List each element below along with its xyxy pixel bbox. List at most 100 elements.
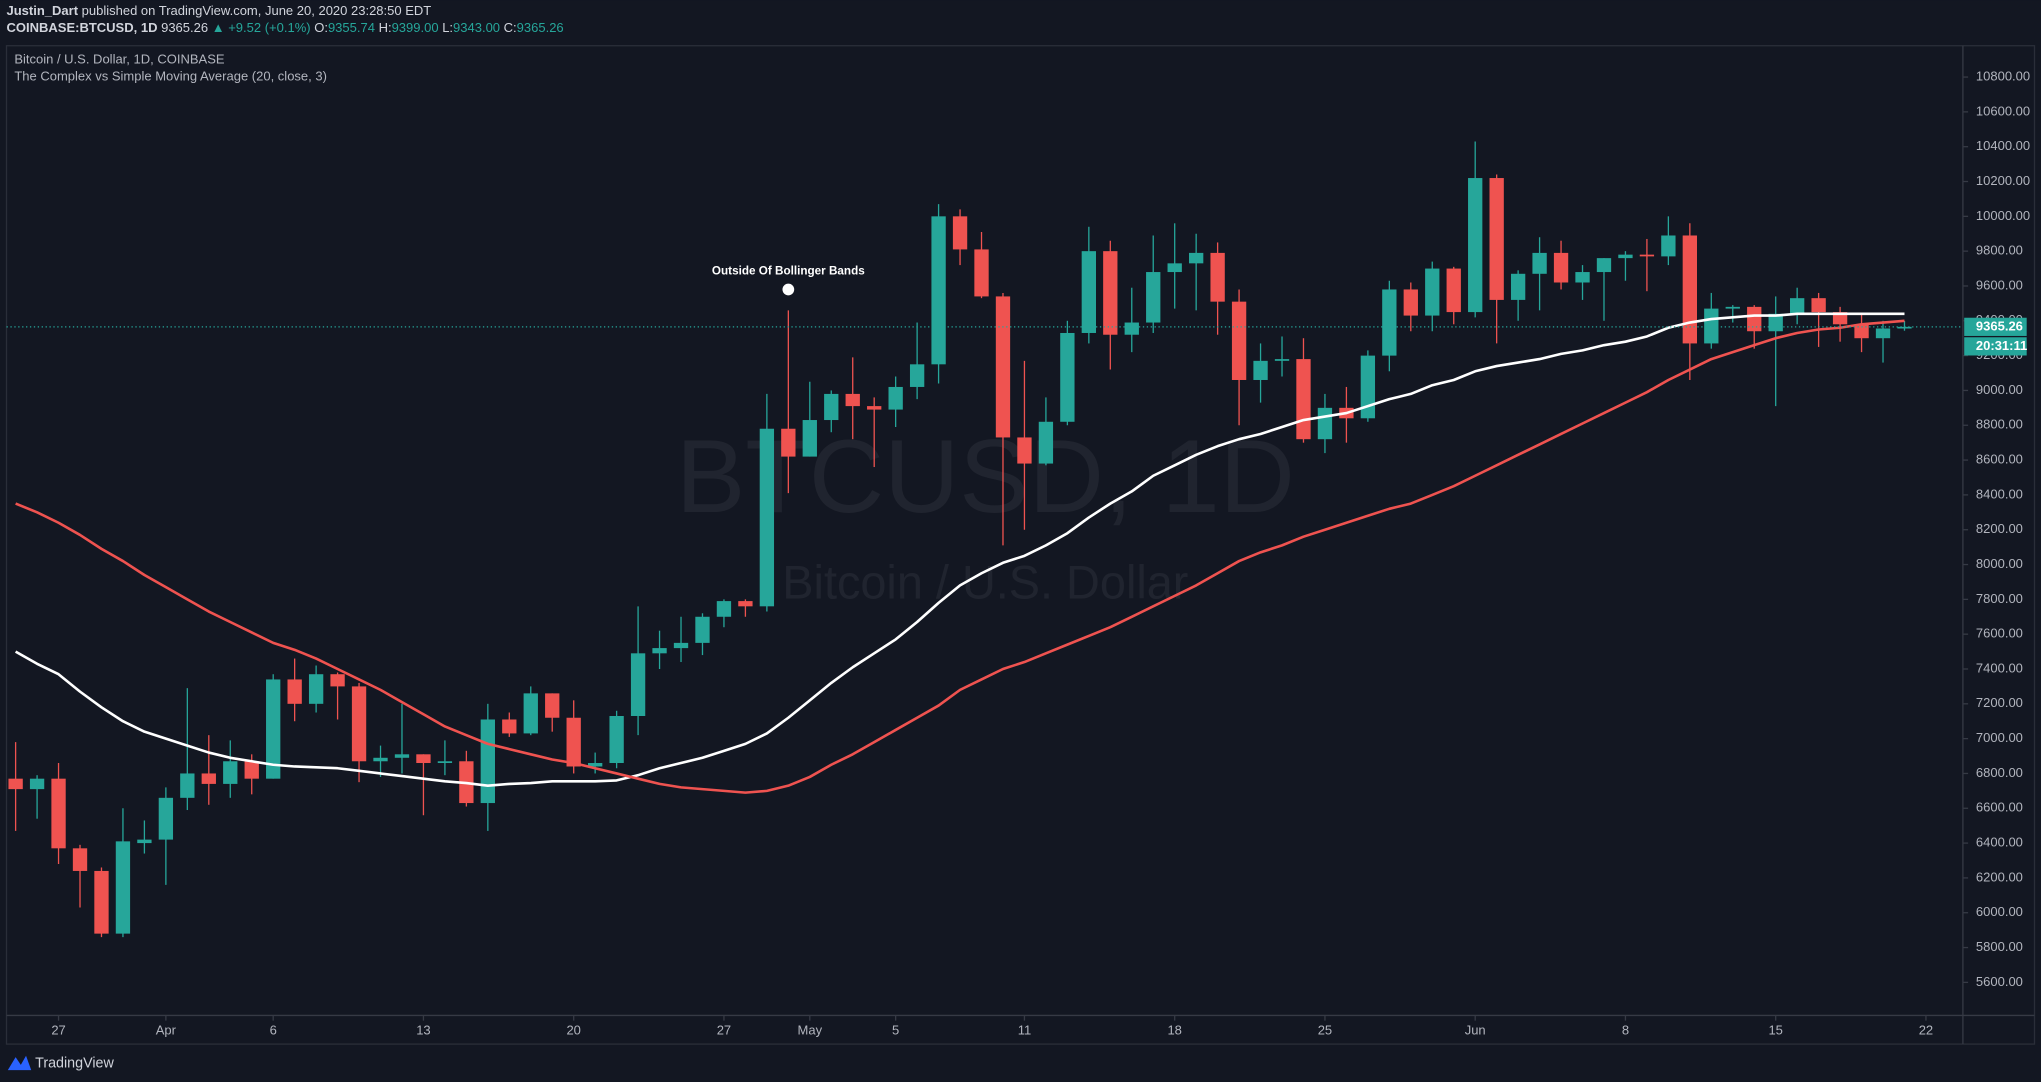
candle-body xyxy=(1747,306,1762,332)
candle-body xyxy=(1425,268,1440,316)
author: Justin_Dart xyxy=(7,3,79,18)
chart-title: Bitcoin / U.S. Dollar, 1D, COINBASE xyxy=(14,51,225,66)
candle-body xyxy=(652,648,667,654)
candle-body xyxy=(1811,298,1826,313)
candle-body xyxy=(1253,360,1268,380)
candle-body xyxy=(1854,324,1869,339)
y-tick-label: 6600.00 xyxy=(1976,800,2023,815)
candle-body xyxy=(566,717,581,767)
x-tick-label: 8 xyxy=(1622,1023,1629,1038)
candle-body xyxy=(1296,359,1311,440)
y-tick-label: 7000.00 xyxy=(1976,730,2023,745)
y-tick-label: 6000.00 xyxy=(1976,904,2023,919)
brand: TradingView xyxy=(35,1055,114,1071)
y-tick-label: 8600.00 xyxy=(1976,452,2023,467)
y-tick-label: 10000.00 xyxy=(1976,208,2030,223)
published: published on TradingView.com, June 20, 2… xyxy=(82,3,432,18)
candle-body xyxy=(1403,289,1418,316)
candle-body xyxy=(416,754,431,764)
y-tick-label: 5800.00 xyxy=(1976,939,2023,954)
candle-body xyxy=(437,761,453,764)
candle-body xyxy=(781,428,796,457)
x-tick-label: 11 xyxy=(1018,1023,1032,1038)
ticker: COINBASE:BTCUSD, 1D xyxy=(7,20,158,35)
x-tick-label: Jun xyxy=(1465,1023,1486,1038)
c-value: 9365.26 xyxy=(517,20,564,35)
y-tick-label: 10800.00 xyxy=(1976,68,2030,83)
candle-body xyxy=(630,653,646,717)
y-tick-label: 9600.00 xyxy=(1976,277,2023,292)
y-tick-label: 8400.00 xyxy=(1976,486,2023,501)
candle-body xyxy=(888,386,903,410)
candle-body xyxy=(51,778,66,849)
candle-body xyxy=(1274,359,1290,361)
x-tick-label: 25 xyxy=(1318,1023,1332,1038)
x-tick-label: Apr xyxy=(156,1023,177,1038)
x-tick-label: May xyxy=(798,1023,823,1038)
x-tick-label: 20 xyxy=(566,1023,580,1038)
candle-body xyxy=(1017,437,1032,464)
candle-body xyxy=(29,778,45,790)
candle-body xyxy=(952,216,968,250)
y-tick-label: 10600.00 xyxy=(1976,103,2030,118)
candle-body xyxy=(738,601,753,607)
candle-body xyxy=(974,249,989,297)
candle-body xyxy=(1596,258,1612,273)
o-label: O: xyxy=(314,20,328,35)
candle-body xyxy=(845,393,860,407)
candle-body xyxy=(94,870,109,934)
c-label: C: xyxy=(504,20,517,35)
candle-body xyxy=(1875,328,1891,339)
candle-body xyxy=(909,364,925,387)
candle-body xyxy=(266,679,281,779)
y-tick-label: 9800.00 xyxy=(1976,243,2023,258)
candle-body xyxy=(545,693,560,718)
ma-line xyxy=(14,312,1905,787)
candle-body xyxy=(1188,252,1204,264)
candle-body xyxy=(673,642,689,649)
pane-border xyxy=(5,45,2036,1045)
y-tick-label: 10200.00 xyxy=(1976,173,2030,188)
countdown-box xyxy=(1964,337,2027,356)
candle-body xyxy=(394,754,410,758)
candles xyxy=(8,141,1912,938)
change: ▲ +9.52 (+0.1%) xyxy=(212,20,311,35)
candle-body xyxy=(330,674,345,687)
watermark-sub: Bitcoin / U.S. Dollar xyxy=(782,556,1188,608)
header-line: Justin_Dart published on TradingView.com… xyxy=(7,3,432,18)
candle-body xyxy=(802,420,817,457)
candle-body xyxy=(1510,273,1526,300)
y-tick-label: 5600.00 xyxy=(1976,974,2023,989)
candle-body xyxy=(1081,251,1096,333)
candle-body xyxy=(609,716,624,764)
candle-body xyxy=(1532,252,1547,274)
candle-body xyxy=(72,848,88,871)
candle-body xyxy=(373,757,388,762)
y-tick-label: 6200.00 xyxy=(1976,869,2023,884)
y-tick-label: 8800.00 xyxy=(1976,417,2023,432)
y-tick-label: 8000.00 xyxy=(1976,556,2023,571)
candle-body xyxy=(1382,289,1397,356)
symbol-line: COINBASE:BTCUSD, 1D 9365.26 ▲ +9.52 (+0.… xyxy=(7,20,564,35)
candle-body xyxy=(1682,235,1697,344)
x-tick-label: 27 xyxy=(717,1023,731,1038)
ma-line xyxy=(15,319,1905,794)
candle-body xyxy=(1618,254,1633,259)
candle-body xyxy=(1167,263,1182,273)
x-tick-label: 15 xyxy=(1768,1023,1782,1038)
candle-body xyxy=(523,693,538,734)
candle-body xyxy=(867,406,882,410)
candle-body xyxy=(1103,251,1118,335)
annotation-text: Outside Of Bollinger Bands xyxy=(712,264,865,277)
chart-subtitle: The Complex vs Simple Moving Average (20… xyxy=(14,68,327,83)
annotation-dot xyxy=(782,283,795,296)
y-tick-label: 7400.00 xyxy=(1976,660,2023,675)
candle-body xyxy=(223,761,238,784)
x-tick-label: 5 xyxy=(892,1023,899,1038)
candle-body xyxy=(1146,272,1161,323)
candle-body xyxy=(824,393,839,421)
candle-body xyxy=(8,778,23,790)
